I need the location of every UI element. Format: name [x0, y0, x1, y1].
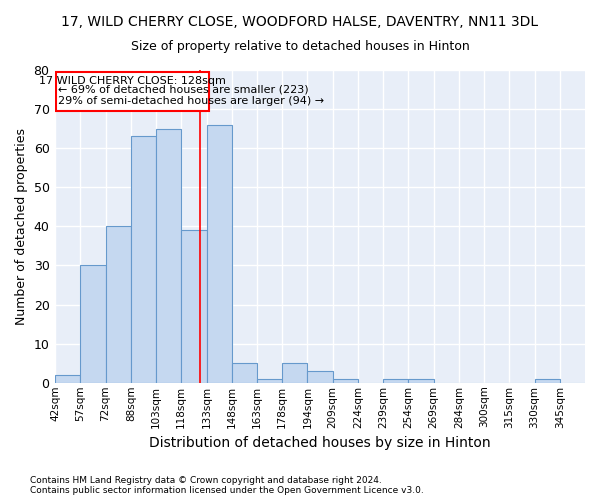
Bar	[535, 379, 560, 383]
Text: ← 69% of detached houses are smaller (223): ← 69% of detached houses are smaller (22…	[58, 84, 309, 94]
Bar	[55, 375, 80, 383]
Bar	[106, 226, 131, 383]
Bar	[257, 379, 282, 383]
Bar	[156, 128, 181, 383]
Bar	[332, 379, 358, 383]
Bar	[232, 363, 257, 383]
X-axis label: Distribution of detached houses by size in Hinton: Distribution of detached houses by size …	[149, 436, 491, 450]
Text: 29% of semi-detached houses are larger (94) →: 29% of semi-detached houses are larger (…	[58, 96, 325, 106]
Y-axis label: Number of detached properties: Number of detached properties	[15, 128, 28, 325]
Text: 17 WILD CHERRY CLOSE: 128sqm: 17 WILD CHERRY CLOSE: 128sqm	[39, 76, 226, 86]
Bar	[383, 379, 409, 383]
Bar	[206, 124, 232, 383]
Bar	[282, 363, 307, 383]
Bar	[409, 379, 434, 383]
Bar	[131, 136, 156, 383]
FancyBboxPatch shape	[56, 72, 209, 111]
Text: Size of property relative to detached houses in Hinton: Size of property relative to detached ho…	[131, 40, 469, 53]
Bar	[80, 266, 106, 383]
Bar	[181, 230, 206, 383]
Bar	[307, 371, 332, 383]
Text: Contains HM Land Registry data © Crown copyright and database right 2024.
Contai: Contains HM Land Registry data © Crown c…	[30, 476, 424, 495]
Text: 17, WILD CHERRY CLOSE, WOODFORD HALSE, DAVENTRY, NN11 3DL: 17, WILD CHERRY CLOSE, WOODFORD HALSE, D…	[61, 15, 539, 29]
